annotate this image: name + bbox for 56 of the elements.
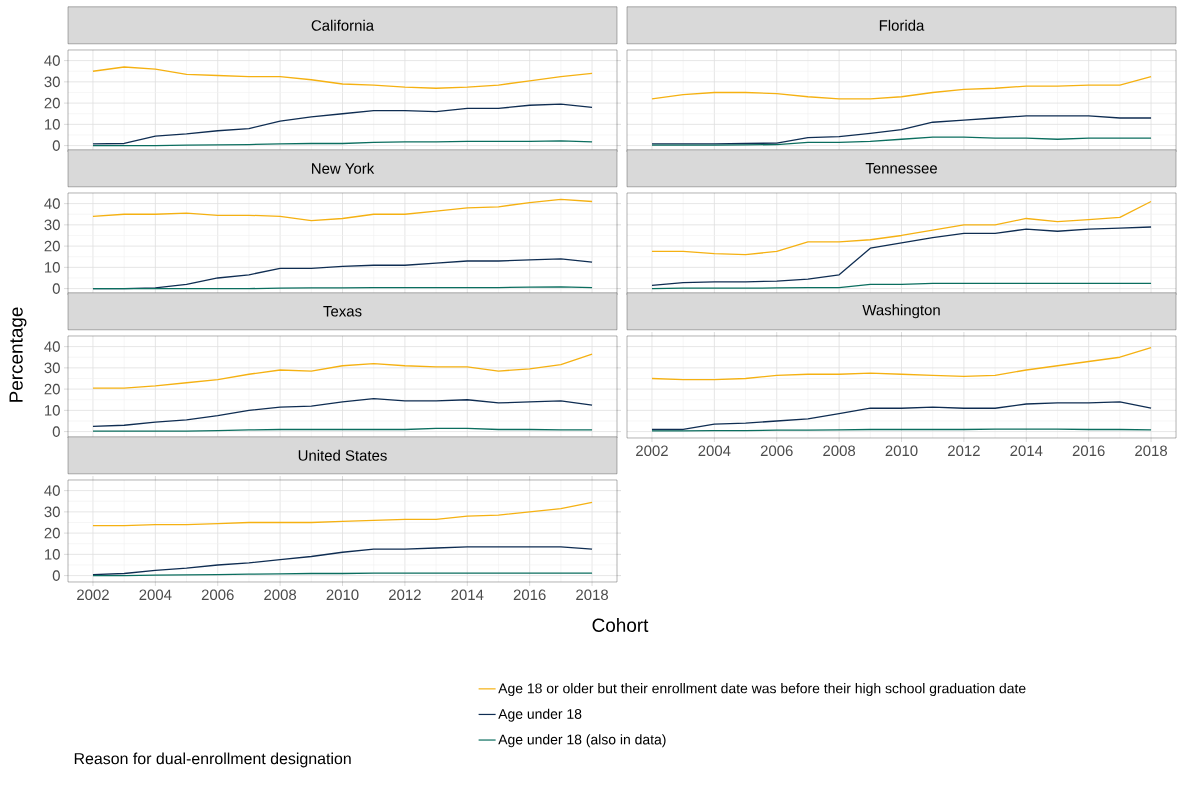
x-tick-label: 2002 — [636, 445, 668, 457]
y-tick-label: 40 — [44, 485, 60, 496]
x-tick-label: 2006 — [760, 445, 793, 457]
y-tick-label: 20 — [44, 97, 60, 109]
line-series — [92, 353, 593, 389]
y-tick-label: 30 — [44, 76, 60, 88]
line-series — [92, 198, 593, 222]
x-tick-label: 2006 — [201, 589, 234, 601]
y-tick-label: 40 — [44, 198, 60, 209]
y-tick-label: 10 — [45, 405, 60, 416]
x-tick-label: 2008 — [823, 445, 856, 457]
y-tick-label: 0 — [52, 426, 60, 437]
legend-title: Reason for dual-enrollment designation — [74, 752, 351, 768]
line-series — [92, 103, 593, 145]
chart-title: Texas — [323, 306, 362, 317]
line-series — [92, 398, 593, 427]
legend-label: Age under 18 — [498, 708, 582, 722]
x-tick-label: 2004 — [139, 589, 172, 601]
x-tick-label: 2012 — [948, 445, 980, 457]
y-tick-label: 30 — [44, 362, 60, 374]
x-tick-label: 2008 — [264, 589, 297, 601]
x-tick-label: 2018 — [576, 589, 609, 601]
legend-label: Age 18 or older but their enrollment date was before their high school graduation date — [498, 683, 1026, 697]
y-tick-label: 20 — [44, 383, 60, 395]
y-tick-label: 20 — [44, 527, 60, 539]
y-tick-label: 0 — [52, 140, 60, 151]
x-tick-label: 2012 — [389, 589, 421, 601]
x-tick-label: 2010 — [326, 589, 359, 601]
y-tick-label: 30 — [44, 506, 60, 518]
y-tick-label: 40 — [44, 55, 60, 66]
x-tick-label: 2016 — [1072, 445, 1105, 457]
x-tick-label: 2010 — [885, 445, 918, 457]
y-tick-label: 10 — [45, 549, 60, 560]
y-tick-label: 0 — [52, 283, 60, 294]
y-tick-label: 10 — [45, 119, 60, 130]
y-tick-label: 10 — [45, 262, 60, 273]
chart-title: Washington — [862, 304, 940, 319]
y-tick-label: 0 — [52, 570, 60, 581]
x-tick-label: 2016 — [513, 589, 546, 601]
y-tick-label: 40 — [44, 341, 60, 352]
x-axis-title: Cohort — [592, 618, 649, 632]
x-tick-label: 2002 — [77, 589, 109, 601]
chart-title: California — [311, 19, 375, 31]
x-tick-label: 2014 — [451, 589, 484, 601]
line-series — [92, 66, 593, 89]
x-tick-label: 2018 — [1135, 445, 1168, 457]
y-axis-title: Percentage — [9, 307, 27, 402]
chart-title: Tennessee — [865, 163, 937, 174]
x-tick-label: 2004 — [698, 445, 731, 457]
legend-label: Age under 18 (also in data) — [498, 734, 666, 748]
y-tick-label: 30 — [44, 219, 60, 231]
x-tick-label: 2014 — [1010, 445, 1043, 457]
chart-title: Florida — [879, 19, 925, 31]
chart-title: New York — [312, 162, 375, 174]
y-tick-label: 20 — [44, 240, 60, 252]
chart-title: United States — [298, 449, 387, 461]
